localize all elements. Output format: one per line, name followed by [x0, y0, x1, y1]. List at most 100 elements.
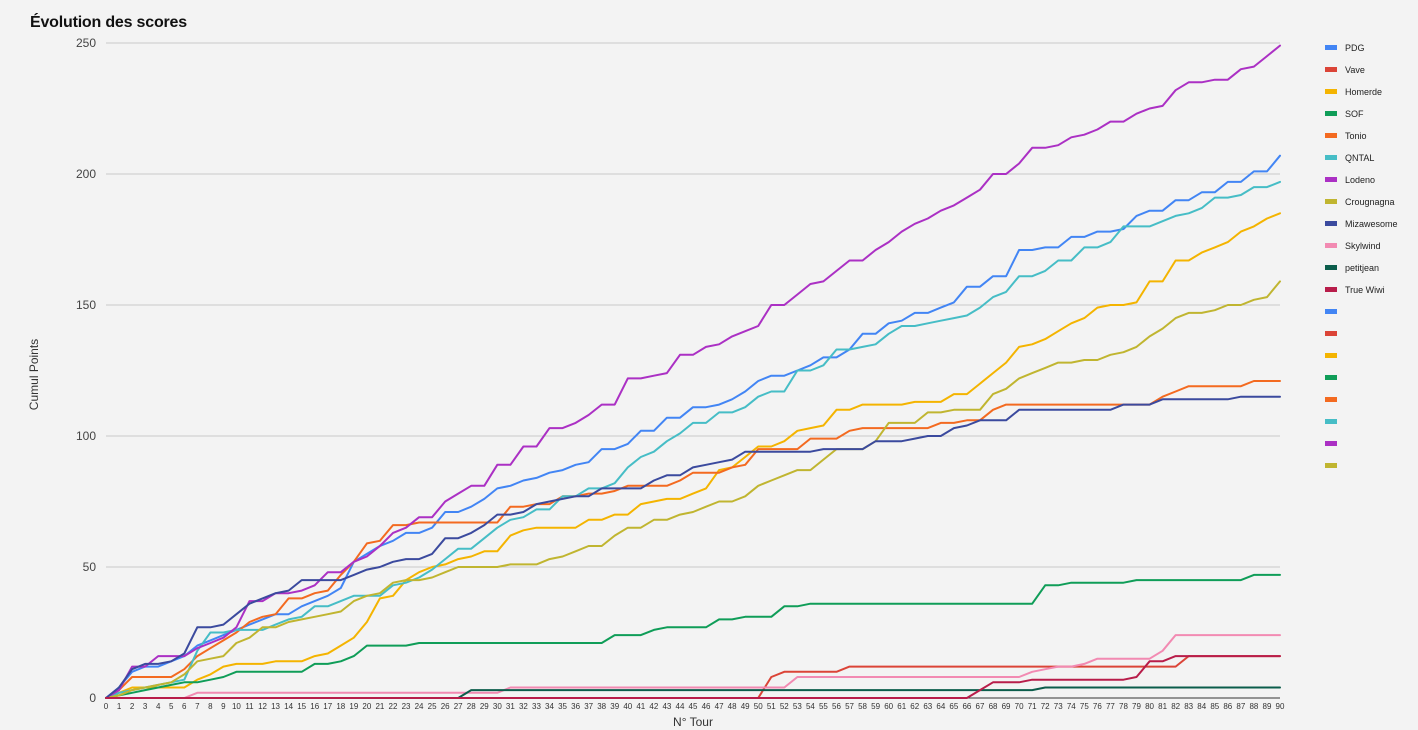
- x-tick-label: 37: [584, 702, 593, 711]
- x-tick-label: 75: [1080, 702, 1089, 711]
- x-tick-label: 23: [402, 702, 411, 711]
- x-tick-label: 6: [182, 702, 187, 711]
- x-tick-label: 63: [923, 702, 932, 711]
- legend-swatch: [1325, 221, 1337, 226]
- x-tick-label: 71: [1028, 702, 1037, 711]
- x-tick-label: 5: [169, 702, 174, 711]
- legend-swatch: [1325, 331, 1337, 336]
- x-tick-label: 64: [936, 702, 945, 711]
- x-tick-label: 45: [689, 702, 698, 711]
- x-tick-label: 57: [845, 702, 854, 711]
- x-tick-label: 17: [323, 702, 332, 711]
- legend-label: Lodeno: [1345, 175, 1375, 185]
- x-tick-label: 34: [545, 702, 554, 711]
- x-tick-label: 55: [819, 702, 828, 711]
- series-line-lodeno: [105, 44, 1281, 699]
- x-tick-label: 66: [962, 702, 971, 711]
- y-tick-label: 100: [76, 429, 96, 443]
- series-line-mizawesome: [105, 395, 1281, 699]
- legend-swatch: [1325, 111, 1337, 116]
- series-line-sof: [105, 573, 1281, 699]
- x-tick-label: 47: [715, 702, 724, 711]
- x-tick-label: 42: [649, 702, 658, 711]
- x-tick-label: 89: [1263, 702, 1272, 711]
- x-tick-label: 73: [1054, 702, 1063, 711]
- x-tick-label: 90: [1276, 702, 1285, 711]
- y-tick-label: 50: [83, 560, 97, 574]
- series-line-crougnagna: [105, 280, 1281, 699]
- chart-title: Évolution des scores: [30, 14, 187, 31]
- x-tick-label: 79: [1132, 702, 1141, 711]
- x-tick-label: 3: [143, 702, 148, 711]
- y-axis-ticks: 0 50 100 150 200 250: [76, 36, 96, 705]
- series-line-qntal: [105, 180, 1281, 699]
- x-tick-label: 61: [897, 702, 906, 711]
- legend-swatch: [1325, 89, 1337, 94]
- legend-label: True Wiwi: [1345, 285, 1385, 295]
- x-tick-label: 83: [1184, 702, 1193, 711]
- x-tick-label: 9: [221, 702, 226, 711]
- legend-label: Skylwind: [1345, 241, 1381, 251]
- x-tick-label: 52: [780, 702, 789, 711]
- y-axis-label: Cumul Points: [27, 339, 41, 410]
- x-tick-label: 59: [871, 702, 880, 711]
- series-lines: [105, 44, 1281, 699]
- x-tick-label: 69: [1002, 702, 1011, 711]
- x-axis-label: N° Tour: [673, 715, 713, 729]
- x-tick-label: 30: [493, 702, 502, 711]
- x-tick-label: 4: [156, 702, 161, 711]
- x-tick-label: 16: [310, 702, 319, 711]
- x-tick-label: 19: [349, 702, 358, 711]
- x-tick-label: 85: [1210, 702, 1219, 711]
- x-tick-label: 87: [1236, 702, 1245, 711]
- x-axis-ticks: 0 1 2 3 4 5 6 7 8 9 10 11 12 13 14 15 16 17 18 19 20 21 22 23 24…: [104, 702, 1285, 711]
- x-tick-label: 88: [1249, 702, 1258, 711]
- series-line-pdg: [105, 154, 1281, 699]
- x-tick-label: 11: [245, 702, 254, 711]
- x-tick-label: 20: [362, 702, 371, 711]
- grid-lines: [106, 42, 1280, 568]
- x-tick-label: 41: [636, 702, 645, 711]
- series-line-tonio: [105, 380, 1281, 699]
- x-tick-label: 54: [806, 702, 815, 711]
- x-tick-label: 77: [1106, 702, 1115, 711]
- x-tick-label: 38: [597, 702, 606, 711]
- x-tick-label: 82: [1171, 702, 1180, 711]
- x-tick-label: 13: [271, 702, 280, 711]
- x-tick-label: 51: [767, 702, 776, 711]
- y-tick-label: 200: [76, 167, 96, 181]
- x-tick-label: 65: [949, 702, 958, 711]
- legend-label: petitjean: [1345, 263, 1379, 273]
- legend: PDG Vave Homerde SOF Tonio QNTAL Lodeno Crougna…: [1325, 43, 1398, 468]
- legend-label: Tonio: [1345, 131, 1367, 141]
- legend-swatch: [1325, 419, 1337, 424]
- x-tick-label: 76: [1093, 702, 1102, 711]
- legend-swatch: [1325, 309, 1337, 314]
- x-tick-label: 58: [858, 702, 867, 711]
- legend-swatch: [1325, 287, 1337, 292]
- x-tick-label: 35: [558, 702, 567, 711]
- legend-swatch: [1325, 353, 1337, 358]
- x-tick-label: 60: [884, 702, 893, 711]
- x-tick-label: 43: [662, 702, 671, 711]
- x-tick-label: 14: [284, 702, 293, 711]
- legend-label: QNTAL: [1345, 153, 1374, 163]
- x-tick-label: 10: [232, 702, 241, 711]
- x-tick-label: 2: [130, 702, 135, 711]
- legend-swatch: [1325, 199, 1337, 204]
- x-tick-label: 56: [832, 702, 841, 711]
- x-tick-label: 27: [454, 702, 463, 711]
- x-tick-label: 68: [989, 702, 998, 711]
- x-tick-label: 40: [623, 702, 632, 711]
- series-line-true-wiwi: [105, 655, 1281, 699]
- x-tick-label: 18: [336, 702, 345, 711]
- legend-label: PDG: [1345, 43, 1365, 53]
- y-tick-label: 250: [76, 36, 96, 50]
- legend-label: Crougnagna: [1345, 197, 1395, 207]
- x-tick-label: 7: [195, 702, 200, 711]
- x-tick-label: 50: [754, 702, 763, 711]
- x-tick-label: 84: [1197, 702, 1206, 711]
- x-tick-label: 12: [258, 702, 267, 711]
- x-tick-label: 25: [428, 702, 437, 711]
- x-tick-label: 67: [976, 702, 985, 711]
